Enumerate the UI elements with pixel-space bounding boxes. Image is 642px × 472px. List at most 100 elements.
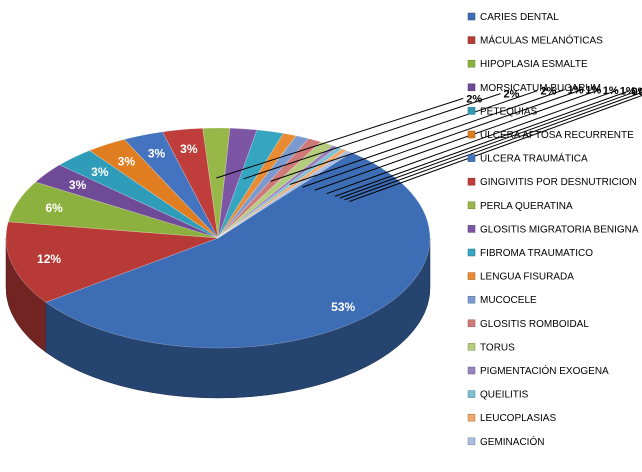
legend-label-queilitis: QUEILITIS: [480, 390, 529, 401]
legend-item-ulcera-traumatica: ÚLCERA TRAUMÁTICA: [467, 152, 588, 165]
data-label-gingivitis-por-desnutricion: 3%: [180, 142, 198, 156]
pie-slice-morsicatum-bucarum: [34, 164, 219, 239]
legend-swatch-maculas-melanoticas: [467, 36, 476, 44]
pie-slice-perla-queratina: [202, 127, 231, 239]
legend-swatch-fibroma-traumatico: [467, 248, 476, 257]
legend-label-caries-dental: CARIES DENTAL: [480, 12, 559, 23]
pie-slice-ulcera-aftosa-recurrente: [88, 139, 219, 239]
leader-line-glositis-migratoria-benigna: [243, 93, 501, 180]
pie-slice-caries-dental: [45, 152, 431, 349]
pie-slice-lengua-fisurada: [217, 133, 297, 239]
legend-item-glositis-migratoria-benigna: GLOSITIS MIGRATORIA BENIGNA: [467, 224, 639, 235]
pie-slice-geminacion: [217, 150, 353, 239]
leader-line-fibroma-traumatico: [270, 90, 538, 182]
legend-label-ulcera-aftosa-recurrente: ULCERA AFTOSA RECURRENTE: [480, 130, 634, 141]
legend-item-petequias: PETEQUIAS: [467, 106, 538, 117]
data-labels: 53%12%6%3%3%3%3%3%2%2%2%1%1%1%1%0%0%0%0%: [37, 84, 642, 314]
pie-top: [5, 127, 431, 349]
data-label-hipoplasia-esmalte: 6%: [46, 201, 64, 215]
leader-line-torus: [326, 89, 617, 195]
legend-label-glositis-migratoria-benigna: GLOSITIS MIGRATORIA BENIGNA: [480, 224, 639, 235]
legend-swatch-gingivitis-por-desnutricion: [467, 177, 476, 186]
legend-label-maculas-melanoticas: MÁCULAS MELANÓTICAS: [480, 34, 603, 47]
legend-swatch-mucocele: [467, 295, 476, 304]
leader-line-perla-queratina: [216, 97, 464, 179]
legend-swatch-hipoplasia-esmalte: [467, 59, 476, 68]
pie-slice-maculas-melanoticas: [5, 221, 219, 303]
data-label-fibroma-traumatico: 2%: [540, 86, 556, 98]
leader-line-lengua-fisurada: [289, 89, 565, 185]
legend-item-glositis-romboidal: GLOSITIS ROMBOIDAL: [467, 319, 589, 330]
legend-swatch-perla-queratina: [467, 201, 476, 210]
legend-swatch-glositis-romboidal: [467, 319, 476, 328]
legend-item-caries-dental: CARIES DENTAL: [467, 12, 559, 23]
data-label-maculas-melanoticas: 12%: [37, 252, 61, 266]
legend-item-ulcera-aftosa-recurrente: ULCERA AFTOSA RECURRENTE: [467, 130, 634, 141]
legend-label-perla-queratina: PERLA QUERATINA: [480, 201, 573, 212]
legend-swatch-queilitis: [467, 390, 476, 398]
legend-item-pigmentacion-exogena: PIGMENTACIÓN EXOGENA: [467, 364, 609, 377]
leader-line-queilitis: [339, 91, 636, 199]
legend-item-queilitis: QUEILITIS: [467, 390, 529, 401]
legend-swatch-ulcera-traumatica: [467, 154, 476, 162]
data-label-petequias: 3%: [91, 165, 109, 179]
legend-item-lengua-fisurada: LENGUA FISURADA: [467, 272, 574, 283]
legend-label-petequias: PETEQUIAS: [480, 106, 538, 117]
legend-label-fibroma-traumatico: FIBROMA TRAUMATICO: [480, 248, 593, 259]
legend-item-perla-queratina: PERLA QUERATINA: [467, 201, 573, 212]
pie-slice-glositis-romboidal: [217, 138, 322, 239]
legend-swatch-geminacion: [467, 437, 476, 446]
pie-slice-hipoplasia-esmalte: [7, 181, 219, 239]
legend-swatch-lengua-fisurada: [467, 272, 476, 280]
legend-swatch-leucoplasias: [467, 413, 476, 422]
data-label-ulcera-aftosa-recurrente: 3%: [118, 154, 136, 168]
pie-slice-gingivitis-por-desnutricion: [162, 127, 219, 239]
legend-label-gingivitis-por-desnutricion: GINGIVITIS POR DESNUTRICION: [480, 177, 637, 188]
legend-item-gingivitis-por-desnutricion: GINGIVITIS POR DESNUTRICION: [467, 177, 637, 188]
pie-slice-petequias: [58, 150, 219, 239]
leader-line-mucocele: [302, 89, 583, 188]
legend-swatch-morsicatum-bucarum: [467, 83, 476, 92]
legend-swatch-torus: [467, 343, 476, 351]
data-label-morsicatum-bucarum: 3%: [69, 178, 87, 192]
legend-item-mucocele: MUCOCELE: [467, 295, 537, 306]
legend-label-mucocele: MUCOCELE: [480, 295, 537, 306]
legend-swatch-caries-dental: [467, 12, 476, 21]
legend-item-maculas-melanoticas: MÁCULAS MELANÓTICAS: [467, 34, 603, 47]
legend-swatch-glositis-migratoria-benigna: [467, 225, 476, 233]
legend-label-geminacion: GEMINACIÓN: [480, 435, 544, 448]
legend-item-fibroma-traumatico: FIBROMA TRAUMATICO: [467, 248, 593, 259]
data-label-ulcera-traumatica: 3%: [148, 147, 166, 161]
pie-slice-fibroma-traumatico: [217, 129, 284, 239]
legend-item-torus: TORUS: [467, 342, 515, 353]
pie-slice-glositis-migratoria-benigna: [217, 127, 258, 239]
legend-item-geminacion: GEMINACIÓN: [467, 435, 544, 448]
legend-label-lengua-fisurada: LENGUA FISURADA: [480, 272, 574, 283]
pie-slice-mucocele: [217, 135, 310, 239]
legend-item-morsicatum-bucarum: MORSICATUM BUCARUM: [467, 83, 601, 94]
legend-label-torus: TORUS: [480, 342, 515, 353]
leader-line-geminacion: [348, 94, 642, 203]
legend-label-morsicatum-bucarum: MORSICATUM BUCARUM: [480, 83, 601, 94]
legend-item-leucoplasias: LEUCOPLASIAS: [467, 413, 556, 424]
legend-label-leucoplasias: LEUCOPLASIAS: [480, 413, 556, 424]
legend-item-hipoplasia-esmalte: HIPOPLASIA ESMALTE: [467, 59, 588, 70]
data-label-caries-dental: 53%: [331, 300, 355, 314]
legend-label-hipoplasia-esmalte: HIPOPLASIA ESMALTE: [480, 59, 588, 70]
leader-line-leucoplasias: [344, 91, 642, 201]
data-label-pigmentacion-exogena: 0%: [632, 86, 642, 98]
legend-label-glositis-romboidal: GLOSITIS ROMBOIDAL: [480, 319, 589, 330]
pie-slice-ulcera-traumatica: [123, 131, 219, 239]
legend-swatch-pigmentacion-exogena: [467, 366, 476, 375]
legend-label-ulcera-traumatica: ÚLCERA TRAUMÁTICA: [480, 152, 588, 165]
leader-line-glositis-romboidal: [314, 89, 600, 191]
legend-swatch-ulcera-aftosa-recurrente: [467, 130, 476, 139]
data-label-perla-queratina: 2%: [466, 93, 482, 105]
pie-slice-leucoplasias: [217, 148, 348, 239]
legend: CARIES DENTAL MÁCULAS MELANÓTICAS HIPOPLAS…: [467, 12, 639, 448]
leader-line-pigmentacion-exogena: [334, 90, 629, 197]
pie-slice-queilitis: [217, 146, 343, 239]
pie-slice-torus: [217, 141, 334, 239]
legend-label-pigmentacion-exogena: PIGMENTACIÓN EXOGENA: [480, 364, 609, 377]
